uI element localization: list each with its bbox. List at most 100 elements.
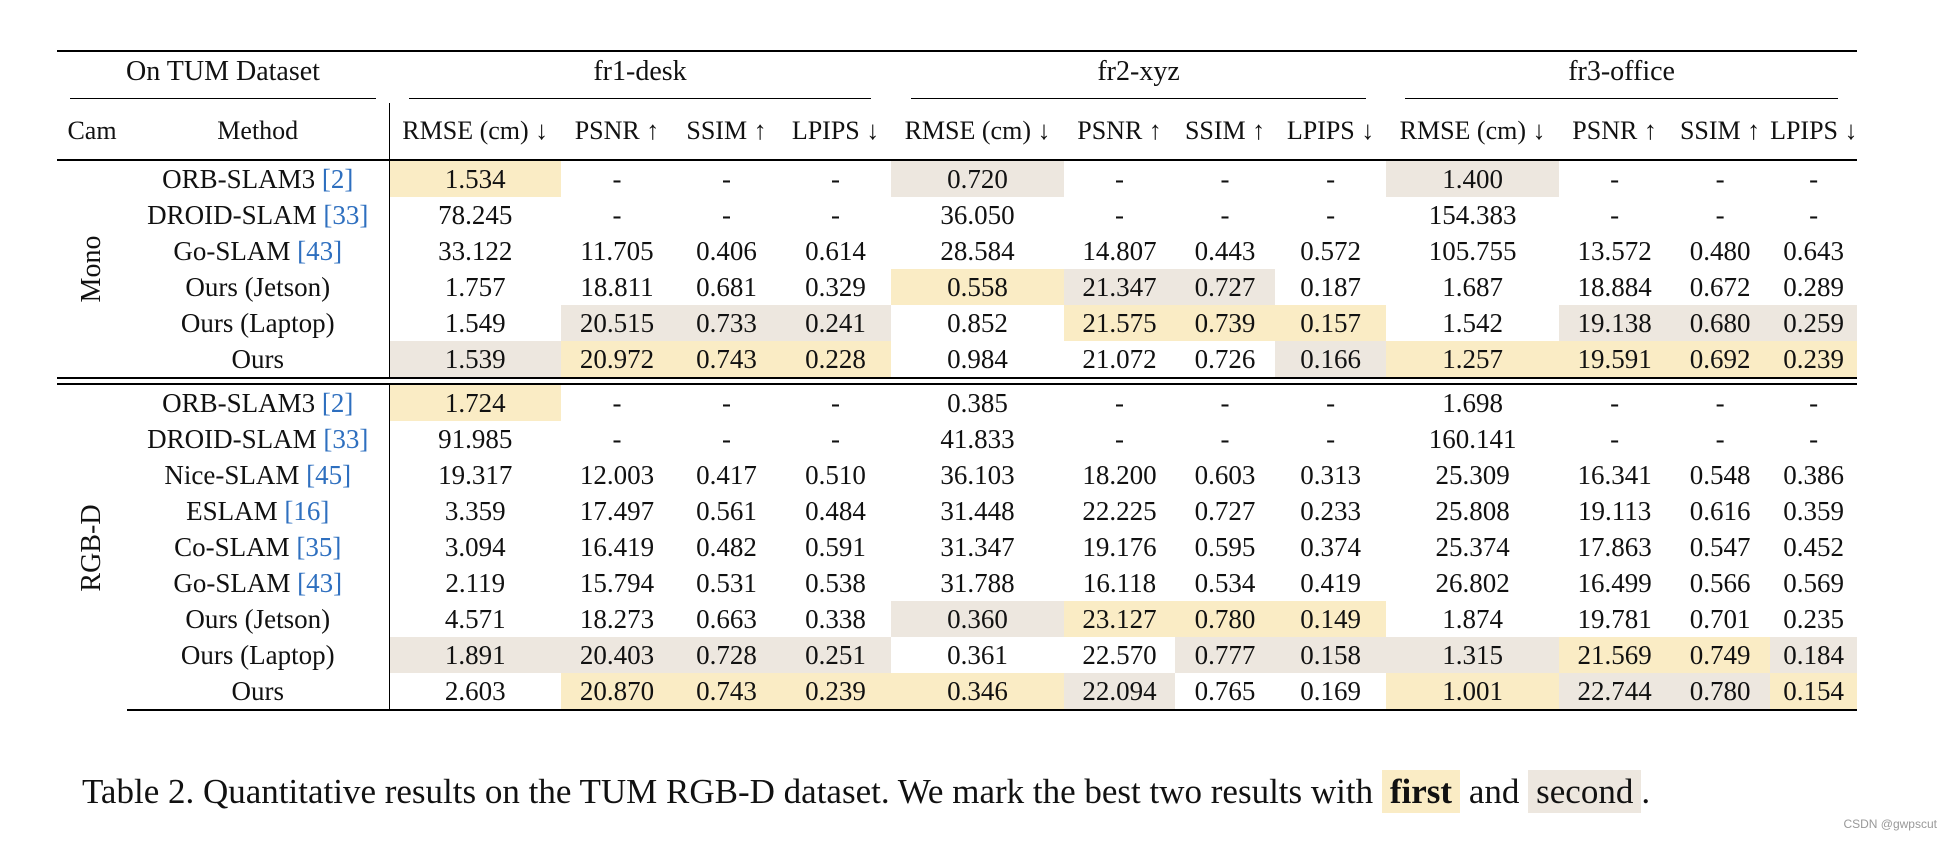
- value-cell: 1.891: [389, 637, 561, 673]
- citation-link[interactable]: [33]: [323, 423, 369, 454]
- value-cell: -: [1115, 163, 1125, 194]
- value-cell: 18.273: [579, 603, 655, 634]
- value-cell: -: [1220, 387, 1230, 418]
- value-cell: 0.603: [1194, 459, 1256, 490]
- value-cell: 22.570: [1082, 639, 1157, 670]
- citation-link[interactable]: [33]: [323, 199, 369, 230]
- value-cell: 0.984: [947, 343, 1008, 374]
- value-cell: 0.591: [805, 531, 866, 562]
- value-cell: 20.403: [561, 637, 673, 673]
- citation-link[interactable]: [2]: [321, 163, 354, 194]
- value-cell: 0.743: [673, 341, 780, 378]
- value-cell: 18.200: [1082, 459, 1157, 490]
- watermark: CSDN @gwpscut: [1843, 817, 1937, 831]
- citation-link[interactable]: [43]: [297, 567, 343, 598]
- value-cell: 0.534: [1194, 567, 1256, 598]
- value-cell: 0.566: [1689, 567, 1751, 598]
- value-cell: 0.149: [1275, 601, 1387, 637]
- method-cell: Nice-SLAM [45]: [127, 457, 390, 493]
- method-cell: Go-SLAM [43]: [127, 565, 390, 601]
- value-cell: -: [1115, 199, 1125, 230]
- value-cell: 0.720: [891, 160, 1065, 197]
- value-cell: 0.558: [891, 269, 1065, 305]
- value-cell: 0.680: [1670, 305, 1771, 341]
- table-row: Mono ORB-SLAM3 [2] 1.534- - -0.720- - -1.400- -…: [57, 160, 1857, 302]
- value-cell: 0.251: [780, 637, 892, 673]
- value-cell: 17.863: [1577, 531, 1652, 562]
- section-separator: [57, 377, 1858, 385]
- method-name: Go-SLAM: [173, 567, 298, 598]
- value-cell: 19.113: [1577, 495, 1652, 526]
- value-cell: 2.119: [445, 567, 506, 598]
- value-cell: 0.239: [1770, 341, 1858, 378]
- value-cell: 22.225: [1082, 495, 1157, 526]
- table-row: RGB-D ORB-SLAM3 [2] 1.724- - -0.385- - -1.698-…: [57, 384, 1857, 591]
- citation-link[interactable]: [35]: [296, 531, 342, 562]
- value-cell: 11.705: [580, 235, 654, 266]
- value-cell: 0.572: [1300, 235, 1361, 266]
- method-name: Co-SLAM: [174, 531, 297, 562]
- citation-link[interactable]: [2]: [321, 387, 354, 418]
- method-cell: DROID-SLAM [33]: [127, 197, 390, 233]
- value-cell: -: [1809, 423, 1819, 454]
- method-cell: Ours: [127, 341, 390, 378]
- citation-link[interactable]: [45]: [306, 459, 352, 490]
- method-name: Ours (Laptop): [180, 307, 335, 338]
- value-cell: 0.289: [1783, 271, 1844, 302]
- method-cell: Ours (Laptop): [127, 637, 390, 673]
- group-header-row: On TUM Dataset fr1-desk fr2-xyz fr3-offi…: [57, 50, 1858, 103]
- value-cell: 16.341: [1577, 459, 1652, 490]
- value-cell: -: [831, 423, 841, 454]
- value-cell: 0.777: [1175, 637, 1276, 673]
- value-cell: -: [1809, 387, 1819, 418]
- value-cell: 1.400: [1386, 160, 1560, 197]
- value-cell: 33.122: [438, 235, 513, 266]
- citation-link[interactable]: [43]: [297, 235, 343, 266]
- value-cell: -: [1115, 387, 1125, 418]
- value-cell: 0.239: [780, 673, 892, 711]
- value-cell: 0.385: [947, 387, 1008, 418]
- citation-link[interactable]: [16]: [284, 495, 330, 526]
- value-cell: -: [1809, 199, 1819, 230]
- value-cell: 36.103: [940, 459, 1015, 490]
- value-cell: 0.595: [1194, 531, 1256, 562]
- table-row: Ours 2.603 20.870 0.743 0.239 0.346 22.094 0.76…: [57, 673, 1858, 711]
- value-cell: -: [1610, 163, 1620, 194]
- rmse-header: RMSE (cm) ↓: [891, 103, 1065, 161]
- value-cell: 105.755: [1428, 235, 1517, 266]
- value-cell: 0.374: [1300, 531, 1361, 562]
- value-cell: -: [1715, 163, 1725, 194]
- table-row: Ours (Jetson) 1.757 18.811 0.681 0.329 0.558 2…: [57, 269, 1857, 305]
- value-cell: 0.548: [1689, 459, 1751, 490]
- value-cell: 0.531: [696, 567, 757, 598]
- value-cell: 36.050: [940, 199, 1015, 230]
- value-cell: 78.245: [438, 199, 513, 230]
- value-cell: 1.257: [1386, 341, 1560, 378]
- ssim-header: SSIM ↑: [673, 103, 780, 161]
- table-row: Ours (Laptop) 1.891 20.403 0.728 0.251 0.361 2…: [57, 637, 1858, 673]
- psnr-header: PSNR ↑: [561, 103, 673, 161]
- value-cell: 1.698: [1442, 387, 1503, 418]
- value-cell: 0.228: [780, 341, 892, 378]
- lpips-header: LPIPS ↓: [780, 103, 892, 161]
- value-cell: 25.374: [1435, 531, 1510, 562]
- method-name: ESLAM: [186, 495, 285, 526]
- value-cell: 3.094: [444, 531, 506, 562]
- value-cell: 21.575: [1064, 305, 1176, 341]
- value-cell: -: [1326, 163, 1336, 194]
- value-cell: 0.187: [1300, 271, 1361, 302]
- value-cell: 0.765: [1175, 673, 1276, 711]
- method-name: ORB-SLAM3: [162, 387, 322, 418]
- value-cell: 0.480: [1689, 235, 1751, 266]
- value-cell: 19.138: [1559, 305, 1671, 341]
- method-name: DROID-SLAM: [147, 199, 324, 230]
- value-cell: 0.538: [805, 567, 866, 598]
- value-cell: 0.663: [696, 603, 757, 634]
- value-cell: 160.141: [1428, 423, 1517, 454]
- value-cell: 0.727: [1175, 269, 1276, 305]
- value-cell: -: [1220, 423, 1230, 454]
- method-name: Ours: [231, 343, 285, 374]
- value-cell: 1.874: [1442, 603, 1503, 634]
- value-cell: 17.497: [579, 495, 655, 526]
- method-name: Ours (Jetson): [185, 271, 331, 302]
